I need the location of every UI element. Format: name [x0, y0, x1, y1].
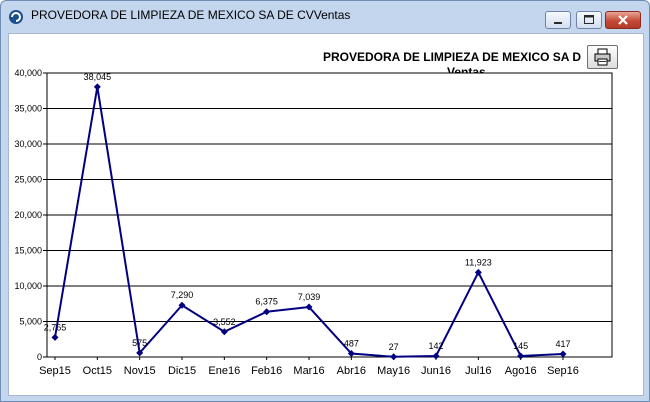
- x-tick-label: Dic15: [168, 365, 196, 377]
- data-label: 11,923: [465, 257, 492, 267]
- data-point: [432, 352, 440, 360]
- data-label: 142: [428, 341, 443, 351]
- y-tick-label: 40,000: [14, 68, 42, 78]
- y-tick-label: 25,000: [14, 175, 42, 185]
- x-tick-label: Ago16: [505, 365, 537, 377]
- y-tick-label: 0: [37, 352, 42, 362]
- data-label: 487: [344, 339, 359, 349]
- data-label: 3,552: [213, 317, 236, 327]
- y-tick-label: 10,000: [14, 281, 42, 291]
- y-tick-label: 15,000: [14, 246, 42, 256]
- data-point: [136, 349, 144, 357]
- data-label: 417: [555, 339, 570, 349]
- data-point: [178, 301, 186, 309]
- x-tick-label: Jul16: [465, 365, 491, 377]
- printer-icon: [594, 48, 611, 66]
- title-bar[interactable]: PROVEDORA DE LIMPIEZA DE MEXICO SA DE CV…: [1, 1, 649, 31]
- data-label: 6,375: [255, 297, 278, 307]
- data-label: 145: [513, 341, 528, 351]
- minimize-icon: [554, 22, 562, 24]
- x-tick-label: Sep16: [547, 365, 579, 377]
- x-tick-label: Feb16: [251, 365, 282, 377]
- y-tick-label: 20,000: [14, 210, 42, 220]
- data-label: 7,039: [298, 292, 321, 302]
- data-point: [93, 83, 101, 91]
- close-button[interactable]: [605, 11, 641, 29]
- print-button[interactable]: [587, 45, 618, 69]
- data-point: [559, 350, 567, 358]
- data-point: [474, 268, 482, 276]
- data-label: 7,290: [171, 290, 194, 300]
- x-tick-label: Abr16: [337, 365, 366, 377]
- app-icon: [9, 10, 23, 24]
- data-label: 38,045: [84, 72, 112, 82]
- minimize-button[interactable]: [545, 11, 571, 29]
- y-tick-label: 5,000: [19, 317, 42, 327]
- x-tick-label: Sep15: [39, 365, 71, 377]
- x-tick-label: Mar16: [293, 365, 324, 377]
- window-title: PROVEDORA DE LIMPIEZA DE MEXICO SA DE CV…: [31, 8, 351, 22]
- data-point: [517, 352, 525, 360]
- x-tick-label: Ene16: [208, 365, 240, 377]
- y-tick-label: 35,000: [14, 104, 42, 114]
- data-point: [390, 353, 398, 361]
- close-icon: [618, 15, 628, 25]
- data-point: [305, 303, 313, 311]
- data-label: 27: [389, 342, 399, 352]
- maximize-button[interactable]: [576, 11, 602, 29]
- sales-line-chart: 0 5,000 10,000 15,000 20,000 25,000 30,000 35,0…: [14, 68, 613, 377]
- x-tick-label: May16: [377, 365, 410, 377]
- x-tick-label: Oct15: [83, 365, 112, 377]
- y-tick-label: 30,000: [14, 139, 42, 149]
- chart-panel: PROVEDORA DE LIMPIEZA DE MEXICO SA D Ven…: [8, 33, 644, 396]
- x-tick-label: Nov15: [124, 365, 156, 377]
- data-point: [220, 328, 228, 336]
- maximize-icon: [584, 15, 594, 24]
- x-tick-label: Jun16: [421, 365, 451, 377]
- data-point: [51, 333, 59, 341]
- data-point: [347, 350, 355, 358]
- data-point: [263, 308, 271, 316]
- data-label: 575: [132, 338, 147, 348]
- chart-title: PROVEDORA DE LIMPIEZA DE MEXICO SA D: [323, 50, 582, 64]
- data-label: 2,765: [44, 322, 67, 332]
